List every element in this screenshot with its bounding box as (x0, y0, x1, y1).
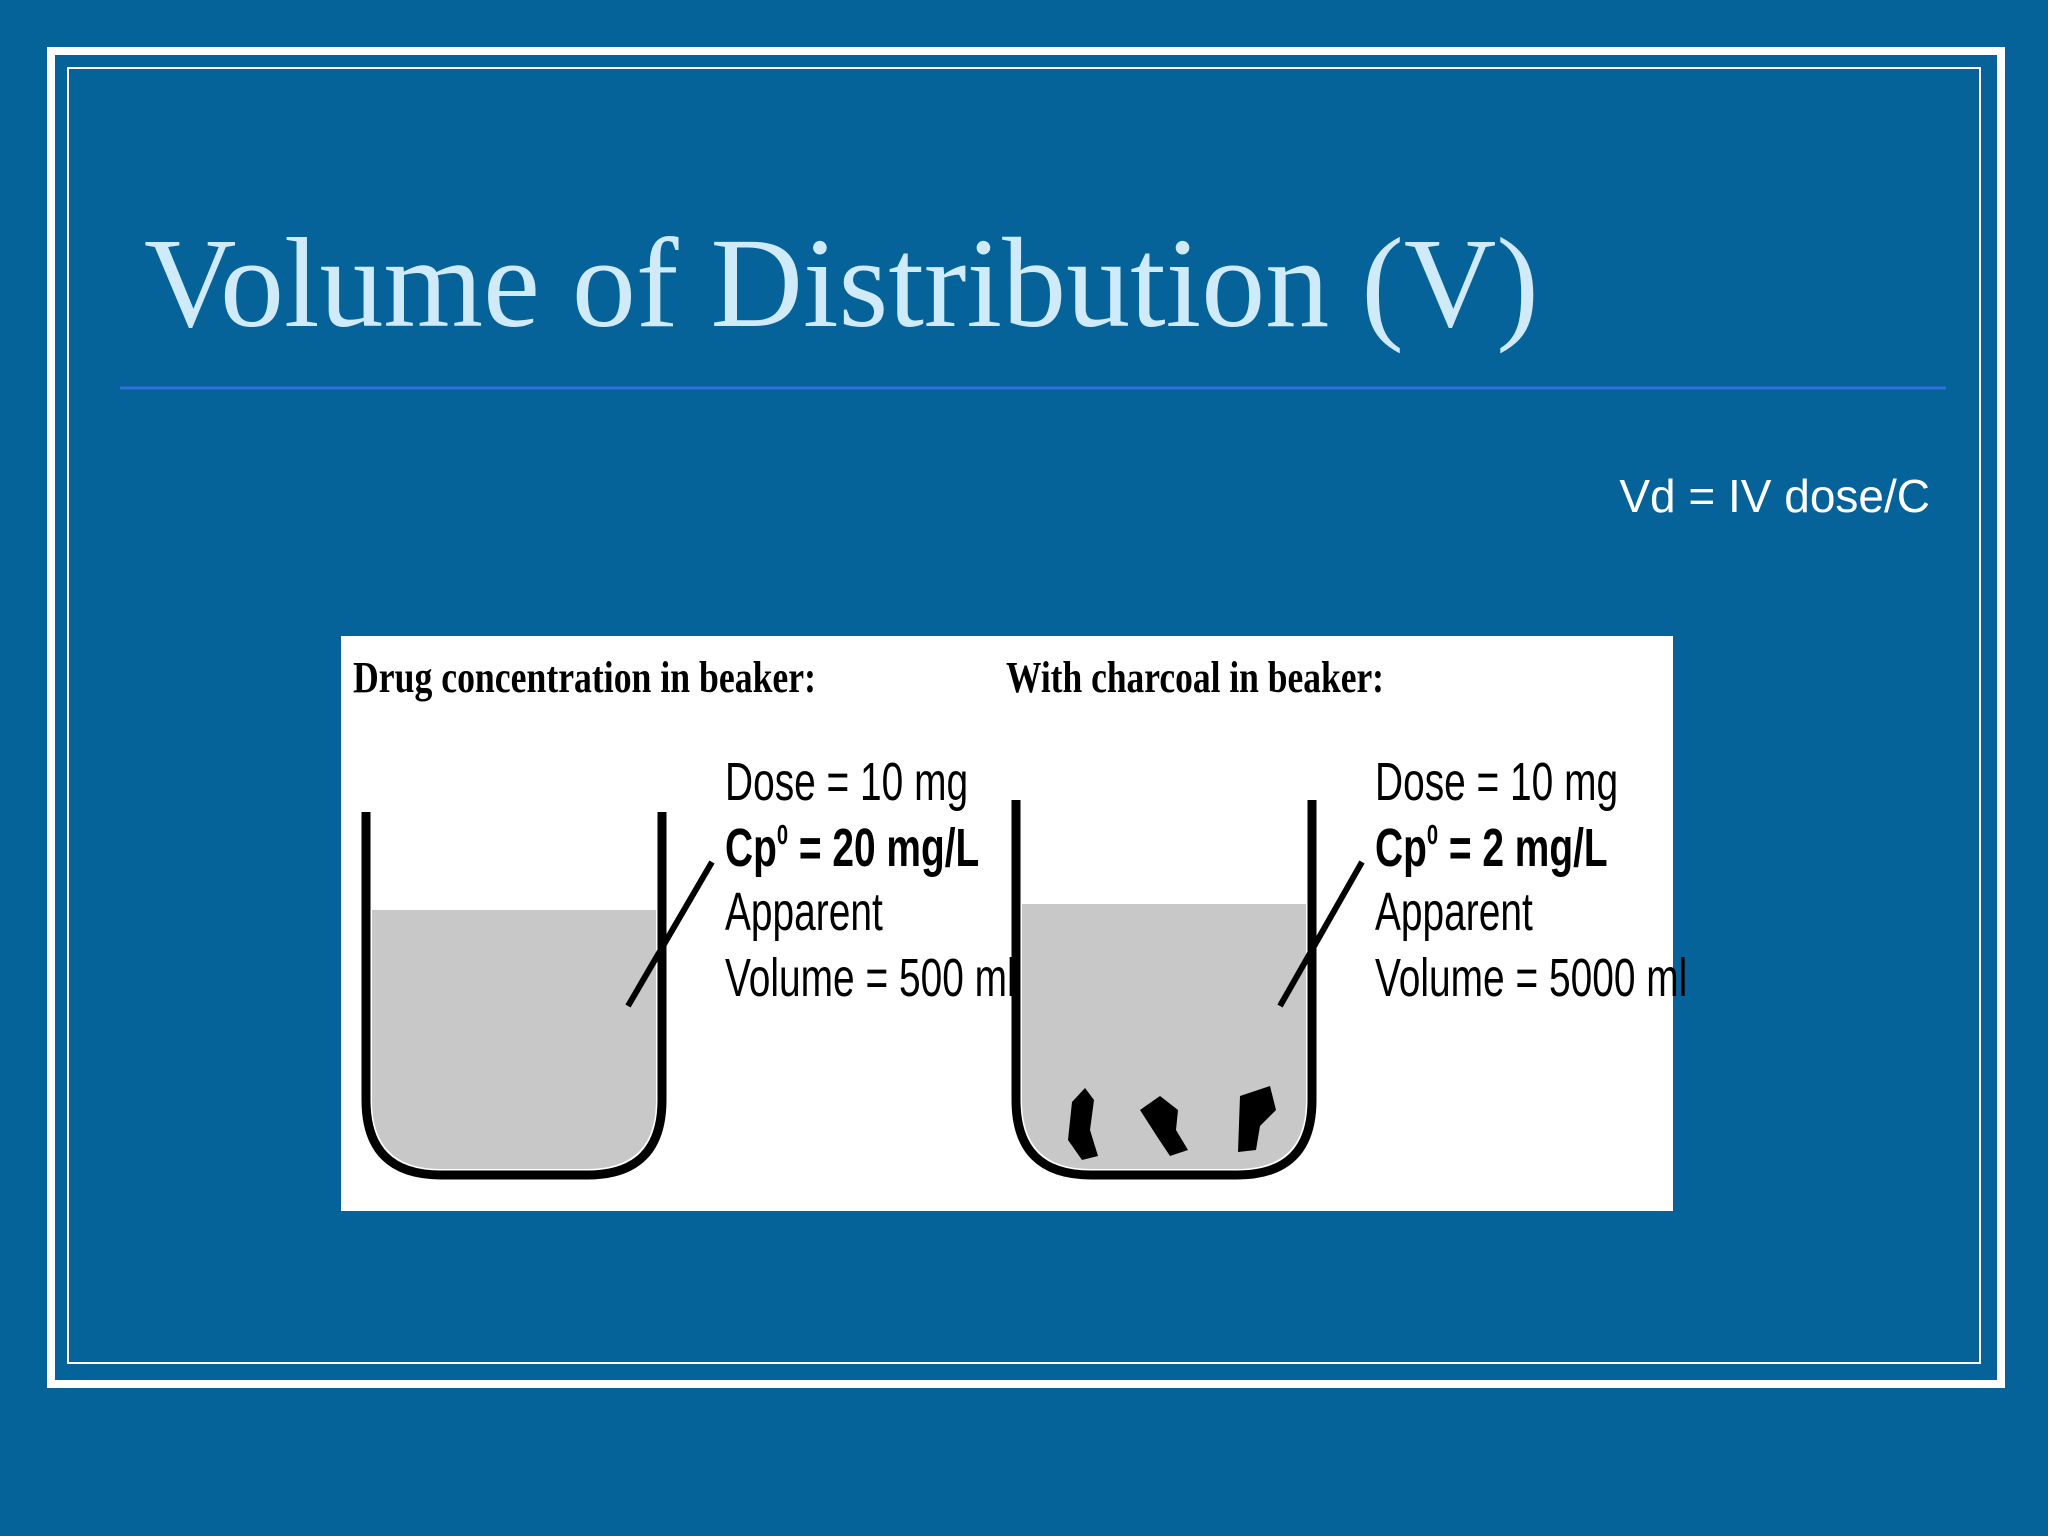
cp-sup: 0 (777, 820, 788, 851)
apparent-label: Apparent (1375, 881, 1533, 942)
outer-frame (47, 47, 2005, 1388)
pointer (1277, 860, 1365, 1008)
apparent-label: Apparent (725, 881, 883, 942)
cp-symbol: Cp (725, 817, 777, 878)
formula: Vd = IV dose/C (1619, 470, 1930, 522)
dose-label: Dose = 10 mg (1375, 751, 1618, 812)
beaker (361, 812, 667, 1180)
volume-label: Volume = 5000 ml (1375, 947, 1687, 1008)
pointer (625, 860, 715, 1008)
charcoal (1140, 1096, 1188, 1156)
dose-label: Dose = 10 mg (725, 751, 968, 812)
cp-value: = 20 mg/L (788, 817, 979, 878)
cp-sup: 0 (1427, 820, 1438, 851)
beaker (1011, 800, 1317, 1180)
panel-heading: Drug concentration in beaker: (353, 653, 816, 702)
cp-label: Cp0 = 2 mg/L (1375, 817, 1608, 878)
inner-frame (67, 67, 1981, 1364)
cp-symbol: Cp (1375, 817, 1427, 878)
cp-value: = 2 mg/L (1438, 817, 1608, 878)
charcoal (1238, 1086, 1276, 1152)
labels: Dose = 10 mg Cp0 = 2 mg/L Apparent Volum… (1375, 751, 1687, 1008)
liquid (372, 910, 656, 1169)
panel: With charcoal in beaker: Dose = 10 mg Cp… (1006, 653, 1687, 1180)
panel: Drug concentration in beaker: Dose = 10 … (353, 653, 1016, 1180)
charcoal (1068, 1088, 1098, 1160)
panel-heading: With charcoal in beaker: (1006, 653, 1384, 702)
cp-label: Cp0 = 20 mg/L (725, 817, 979, 878)
volume-label: Volume = 500 ml (725, 947, 1016, 1008)
labels: Dose = 10 mg Cp0 = 20 mg/L Apparent Volu… (725, 751, 1016, 1008)
figure: Drug concentration in beaker: Dose = 10 … (341, 636, 1687, 1211)
slide-title: Volume of Distribution (V) (144, 212, 1539, 354)
